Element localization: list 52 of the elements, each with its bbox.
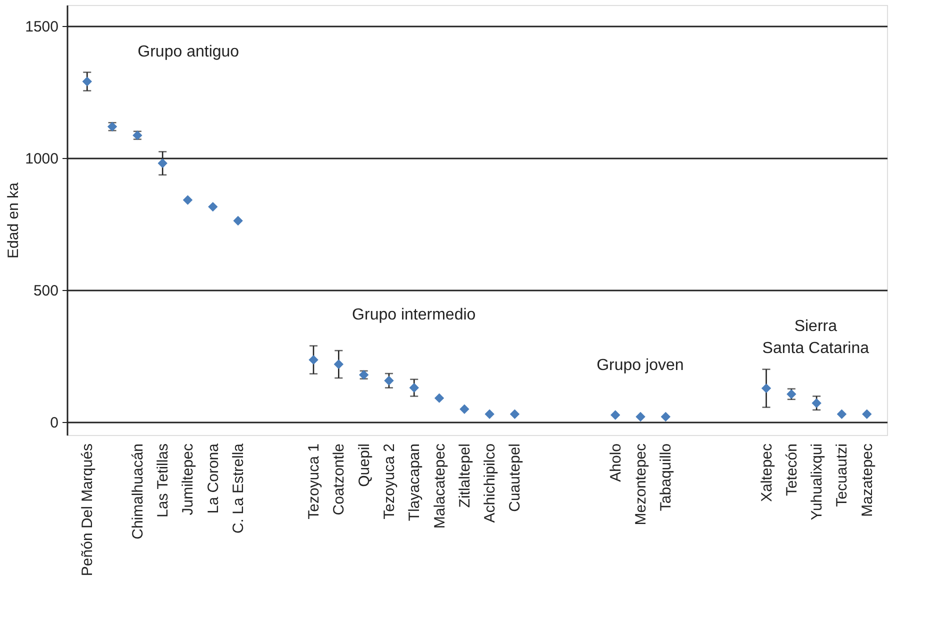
- x-tick-label: Malacatepec: [431, 443, 448, 529]
- point: [636, 412, 646, 422]
- point: [510, 409, 520, 419]
- x-tick-label: Mezontepec: [632, 443, 650, 526]
- x-tick-label: Tezoyuca 2: [380, 444, 398, 520]
- point: [308, 355, 318, 365]
- point: [208, 202, 218, 212]
- x-tick-label: Mazatepec: [858, 443, 876, 517]
- x-tick-label: Tetecón: [783, 444, 800, 496]
- x-tick-label: Cuautepel: [506, 444, 524, 512]
- x-tick-label: Xaltepec: [758, 443, 776, 502]
- y-tick-label: 0: [50, 414, 58, 432]
- x-tick-label: C. La Estrella: [230, 442, 248, 534]
- annotation: Grupo joven: [596, 356, 684, 374]
- x-tick-label: Achichipilco: [482, 444, 499, 523]
- x-tick-label: Chimalhuacán: [129, 444, 146, 540]
- point: [836, 409, 846, 419]
- point: [409, 383, 419, 393]
- y-tick-label: 500: [33, 282, 58, 300]
- x-tick-label: Zitlaltepel: [456, 444, 474, 508]
- x-tick-label: Yuhualixqui: [808, 444, 826, 520]
- y-tick-label: 1500: [25, 18, 58, 36]
- point: [484, 409, 494, 419]
- point: [460, 404, 470, 414]
- point: [82, 76, 92, 86]
- point: [862, 409, 872, 419]
- point: [158, 158, 168, 168]
- point: [610, 410, 620, 420]
- x-tick-label: Aholo: [607, 444, 624, 482]
- annotation: Grupo intermedio: [352, 306, 476, 324]
- point: [812, 398, 822, 408]
- x-tick-label: Las Tetillas: [154, 444, 172, 518]
- point: [233, 216, 243, 226]
- point: [434, 393, 444, 403]
- y-tick-label: 1000: [25, 150, 58, 168]
- x-tick-label: Tlayacapan: [406, 444, 424, 522]
- x-tick-label: Tecuautzi: [834, 444, 851, 507]
- x-tick-label: La Corona: [204, 442, 222, 514]
- annotation: Grupo antiguo: [138, 43, 240, 60]
- y-axis-title: Edad en ka: [5, 182, 22, 258]
- point: [182, 195, 192, 205]
- x-tick-label: Tabaquillo: [658, 444, 675, 512]
- x-tick-label: Jumiltepec: [180, 443, 197, 516]
- point: [334, 360, 344, 370]
- annotation: Sierra Santa Catarina: [762, 318, 870, 357]
- x-tick-label: Quepil: [356, 444, 373, 487]
- x-tick-label: Peñón Del Marqués: [79, 444, 96, 576]
- x-tick-label: Tezoyuca 1: [306, 444, 323, 520]
- x-tick-label: Coatzontle: [330, 444, 348, 516]
- point: [660, 412, 670, 422]
- point: [384, 376, 394, 386]
- point: [762, 384, 772, 394]
